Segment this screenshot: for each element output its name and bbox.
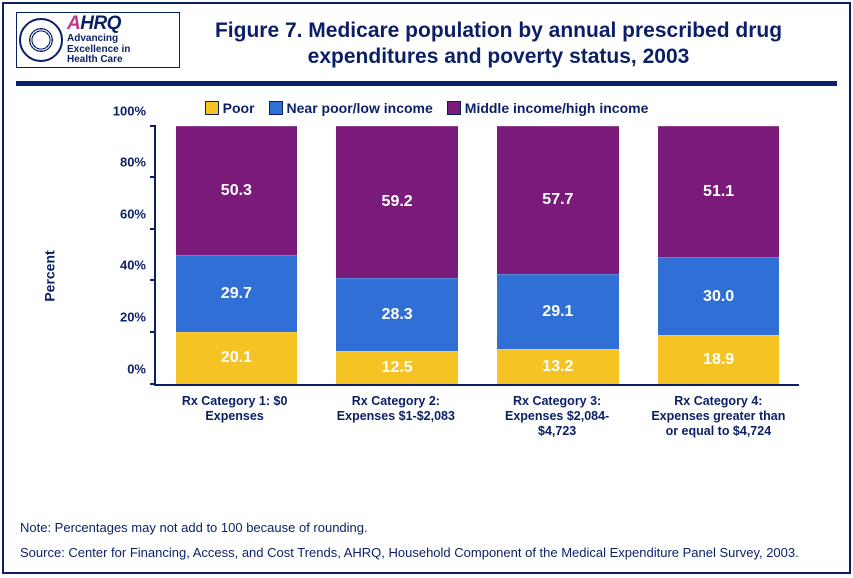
header: AAHRQHRQ Advancing Excellence in Health … xyxy=(4,4,849,75)
stacked-bar: 13.229.157.7 xyxy=(497,126,619,384)
y-tick-label: 80% xyxy=(120,155,156,170)
bar-segment: 20.1 xyxy=(176,332,298,384)
logo-text: AAHRQHRQ Advancing Excellence in Health … xyxy=(67,14,130,65)
legend-label: Near poor/low income xyxy=(287,100,433,116)
legend-swatch xyxy=(269,101,283,115)
logo-brand: AAHRQHRQ xyxy=(67,14,130,34)
legend-label: Poor xyxy=(223,100,255,116)
legend-swatch xyxy=(447,101,461,115)
footnotes: Note: Percentages may not add to 100 bec… xyxy=(20,510,833,560)
y-tick-label: 100% xyxy=(113,103,156,118)
bar-slot: 13.229.157.7 xyxy=(487,126,628,384)
legend-swatch xyxy=(205,101,219,115)
y-tick-label: 20% xyxy=(120,309,156,324)
bar-segment: 59.2 xyxy=(336,126,458,279)
y-tick-label: 40% xyxy=(120,258,156,273)
logo-tagline-3: Health Care xyxy=(67,55,130,66)
ahrq-logo: AAHRQHRQ Advancing Excellence in Health … xyxy=(16,12,180,68)
y-axis-title: Percent xyxy=(42,250,58,301)
stacked-bar: 12.528.359.2 xyxy=(336,126,458,384)
x-tick-label: Rx Category 1: $0 Expenses xyxy=(164,390,306,439)
y-tick-mark xyxy=(150,228,156,230)
x-tick-label: Rx Category 4: Expenses greater than or … xyxy=(647,390,789,439)
bar-slot: 18.930.051.1 xyxy=(648,126,789,384)
figure-title: Figure 7. Medicare population by annual … xyxy=(180,12,837,71)
y-tick-mark xyxy=(150,331,156,333)
legend-label: Middle income/high income xyxy=(465,100,649,116)
stacked-bar: 20.129.750.3 xyxy=(176,126,298,384)
bar-segment: 30.0 xyxy=(658,257,780,334)
bar-segment: 18.9 xyxy=(658,335,780,384)
header-rule xyxy=(16,81,837,86)
bar-segment: 13.2 xyxy=(497,349,619,383)
source-text: Source: Center for Financing, Access, an… xyxy=(20,545,833,560)
y-tick-mark xyxy=(150,383,156,385)
bar-segment: 29.7 xyxy=(176,255,298,332)
x-tick-label: Rx Category 2: Expenses $1-$2,083 xyxy=(325,390,467,439)
y-tick-mark xyxy=(150,176,156,178)
x-tick-label: Rx Category 3: Expenses $2,084- $4,723 xyxy=(486,390,628,439)
stacked-bar: 18.930.051.1 xyxy=(658,126,780,384)
bar-segment: 57.7 xyxy=(497,126,619,275)
bar-segment: 12.5 xyxy=(336,351,458,383)
bar-segment: 29.1 xyxy=(497,274,619,349)
y-tick-mark xyxy=(150,279,156,281)
bars-container: 20.129.750.3 12.528.359.2 13.229.157.7 18.9… xyxy=(156,126,799,384)
hhs-seal-icon xyxy=(19,18,63,62)
bar-segment: 50.3 xyxy=(176,126,298,256)
x-axis-labels: Rx Category 1: $0 Expenses Rx Category 2:… xyxy=(154,390,799,439)
chart-area: Percent 20.129.750.312.528.359.213.229.1… xyxy=(94,126,819,426)
note-text: Note: Percentages may not add to 100 bec… xyxy=(20,520,833,535)
figure-frame: AAHRQHRQ Advancing Excellence in Health … xyxy=(2,2,851,574)
bar-slot: 20.129.750.3 xyxy=(166,126,307,384)
y-tick-label: 0% xyxy=(127,361,156,376)
bar-slot: 12.528.359.2 xyxy=(326,126,467,384)
bar-segment: 28.3 xyxy=(336,278,458,351)
y-tick-label: 60% xyxy=(120,206,156,221)
bar-segment: 51.1 xyxy=(658,126,780,258)
plot-area: 20.129.750.3 12.528.359.2 13.229.157.7 18.9… xyxy=(154,126,799,386)
y-tick-mark xyxy=(150,125,156,127)
